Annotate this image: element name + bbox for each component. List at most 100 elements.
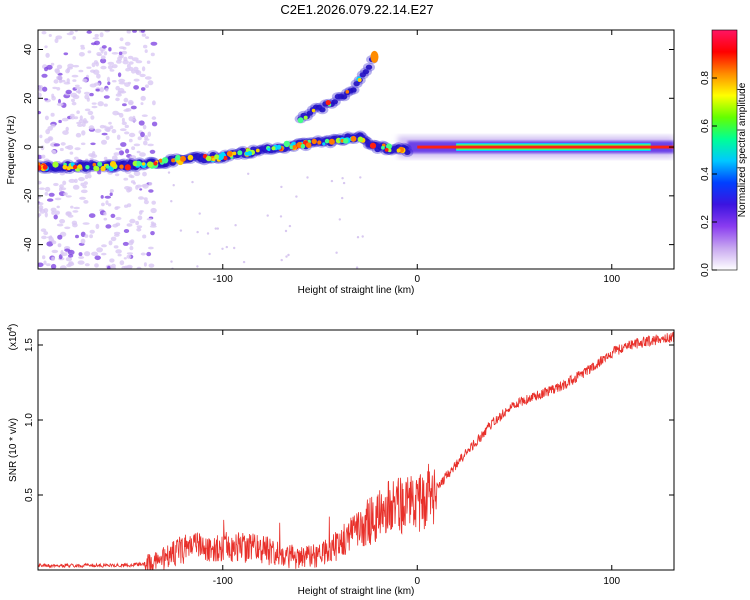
noise-point xyxy=(64,248,71,252)
ridge-hotspot xyxy=(311,108,316,113)
noise-point xyxy=(84,174,89,179)
noise-point xyxy=(135,70,142,76)
noise-point xyxy=(170,260,173,263)
noise-point xyxy=(108,240,113,246)
background-noise xyxy=(38,30,364,269)
noise-point xyxy=(59,265,67,269)
ridge-hotspot xyxy=(85,165,90,170)
noise-point xyxy=(63,192,68,196)
noise-point xyxy=(109,69,115,72)
noise-point xyxy=(38,88,43,92)
noise-point xyxy=(59,219,66,224)
noise-point xyxy=(144,135,149,140)
ridge-hotspot xyxy=(92,162,97,167)
noise-point xyxy=(355,266,359,269)
ridge-hotspot xyxy=(158,158,163,163)
noise-point xyxy=(133,85,140,90)
noise-point xyxy=(64,226,71,230)
noise-point xyxy=(107,81,111,86)
noise-point xyxy=(41,73,48,78)
noise-point xyxy=(80,189,88,194)
ridge-hotspot xyxy=(97,161,103,167)
noise-point xyxy=(124,131,130,135)
spec-y-tick-label: -20 xyxy=(23,188,34,203)
noise-point xyxy=(55,35,63,40)
noise-point xyxy=(118,54,122,58)
ridge-hotspot xyxy=(175,154,181,161)
noise-point xyxy=(107,203,112,207)
noise-point xyxy=(91,251,99,256)
noise-point xyxy=(117,253,122,257)
noise-point xyxy=(56,205,60,209)
noise-point xyxy=(128,132,136,138)
noise-point xyxy=(74,156,79,161)
ridge-hotspot xyxy=(311,138,317,145)
noise-point xyxy=(89,157,94,161)
ridge-hotspot xyxy=(396,148,401,153)
noise-point xyxy=(72,184,80,190)
noise-point xyxy=(82,118,87,124)
noise-point xyxy=(139,73,146,78)
noise-point xyxy=(53,182,59,187)
noise-point xyxy=(110,213,116,218)
noise-point xyxy=(79,196,86,200)
noise-point xyxy=(56,87,61,91)
ridge-hotspot xyxy=(119,164,124,169)
noise-point xyxy=(191,180,194,184)
noise-point xyxy=(71,74,79,78)
noise-point xyxy=(101,132,108,136)
noise-point xyxy=(54,68,60,73)
noise-point xyxy=(60,252,68,257)
noise-point xyxy=(141,33,147,37)
noise-point xyxy=(133,143,141,147)
noise-point xyxy=(135,60,143,64)
noise-point xyxy=(90,142,96,146)
noise-point xyxy=(123,97,129,103)
noise-point xyxy=(80,182,85,187)
ridge-hotspot xyxy=(357,136,364,143)
noise-point xyxy=(59,184,64,189)
ridge-hotspot xyxy=(300,143,306,149)
ridge-point xyxy=(350,87,357,93)
noise-point xyxy=(67,262,75,267)
noise-point xyxy=(126,254,132,259)
noise-point xyxy=(130,239,135,244)
ridge-hotspot xyxy=(283,140,290,148)
colorbar-tick-label: 0.0 xyxy=(700,263,711,277)
noise-point xyxy=(51,256,55,261)
noise-point xyxy=(48,137,53,141)
noise-point xyxy=(125,148,130,154)
noise-point xyxy=(75,132,82,138)
noise-point xyxy=(38,195,42,199)
noise-point xyxy=(109,125,114,130)
noise-point xyxy=(95,88,101,92)
noise-point xyxy=(139,152,146,157)
noise-point xyxy=(57,243,62,248)
ridge-hotspot xyxy=(237,150,243,156)
noise-point xyxy=(123,177,129,181)
ridge-hotspot xyxy=(52,161,59,168)
noise-point xyxy=(45,52,50,58)
noise-point xyxy=(57,234,63,240)
noise-point xyxy=(123,257,127,260)
noise-point xyxy=(104,126,111,132)
colorbar-tick-label: 0.2 xyxy=(700,215,711,229)
ridge-hotspot xyxy=(77,164,83,169)
noise-point xyxy=(46,263,51,267)
colorbar-tick-label: 0.4 xyxy=(700,167,711,181)
noise-point xyxy=(133,66,139,72)
noise-point xyxy=(83,200,89,204)
snr-y-tick-label: 0.5 xyxy=(24,488,35,502)
noise-point xyxy=(150,231,155,236)
noise-point xyxy=(53,143,60,147)
noise-point xyxy=(115,249,122,254)
noise-point xyxy=(101,45,107,49)
noise-point xyxy=(63,52,69,56)
ridge-hotspot xyxy=(217,153,224,161)
colorbar-scale xyxy=(712,30,737,270)
noise-point xyxy=(84,94,90,100)
ridge-hotspot xyxy=(267,147,271,152)
ridge-hotspot xyxy=(93,165,99,171)
noise-point xyxy=(107,265,111,269)
noise-point xyxy=(115,216,122,221)
